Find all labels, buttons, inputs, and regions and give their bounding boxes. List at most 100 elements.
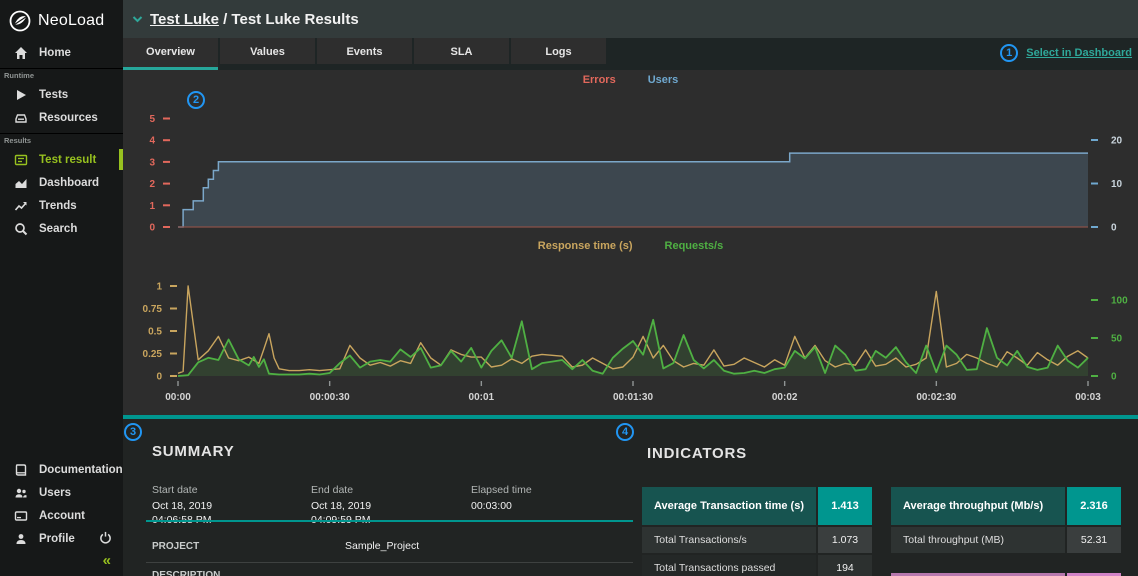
sidebar-item-resources[interactable]: Resources bbox=[0, 106, 123, 129]
callout-badge-3: 3 bbox=[124, 423, 142, 441]
brand-name: NeoLoad bbox=[38, 12, 105, 29]
trends-icon bbox=[14, 201, 27, 211]
indicator-header: Average throughput (Mb/s) bbox=[891, 487, 1065, 525]
svg-text:1: 1 bbox=[156, 282, 162, 293]
project-label: PROJECT bbox=[152, 541, 200, 552]
sidebar-item-tests[interactable]: Tests bbox=[0, 83, 123, 106]
sidebar-item-home[interactable]: Home bbox=[0, 41, 123, 64]
end-date-value-line1: Oct 18, 2019 bbox=[311, 500, 372, 512]
sidebar-item-label: Search bbox=[39, 222, 78, 235]
sidebar-item-label: Home bbox=[39, 46, 71, 59]
profile-icon bbox=[16, 533, 26, 544]
sidebar-item-account[interactable]: Account bbox=[0, 504, 123, 527]
indicator-card-throughput: Average throughput (Mb/s) 2.316 Total th… bbox=[891, 487, 1121, 553]
tab-logs[interactable]: Logs bbox=[511, 38, 606, 67]
section-divider-bar bbox=[123, 415, 1138, 419]
start-date-value-line1: Oct 18, 2019 bbox=[152, 500, 213, 512]
svg-text:00:02: 00:02 bbox=[772, 392, 798, 403]
indicator-header-value-partial bbox=[1067, 573, 1121, 576]
breadcrumb-bar: Test Luke / Test Luke Results bbox=[123, 0, 1138, 38]
indicator-row-label: Total throughput (MB) bbox=[891, 527, 1065, 553]
legend-item-response-time[interactable]: Response time (s) bbox=[537, 240, 633, 252]
svg-text:0.75: 0.75 bbox=[143, 304, 163, 315]
response-requests-chart[interactable]: Response time (s) Requests/s 1 0.75 0.5 0.2… bbox=[123, 240, 1138, 415]
tab-events[interactable]: Events bbox=[317, 38, 412, 67]
sidebar-item-documentation[interactable]: Documentation bbox=[0, 458, 123, 481]
chart2-legend: Response time (s) Requests/s bbox=[123, 240, 1138, 252]
indicator-row-label: Total Transactions passed bbox=[642, 555, 816, 576]
indicator-header: Average Transaction time (s) bbox=[642, 487, 816, 525]
summary-title: SUMMARY bbox=[152, 443, 235, 460]
users-errors-chart[interactable]: Errors Users 5 4 3 2 1 0 20 10 0 bbox=[123, 70, 1138, 240]
sidebar-item-test-result[interactable]: Test result bbox=[0, 148, 123, 171]
logout-power-button[interactable] bbox=[99, 531, 112, 547]
resources-icon bbox=[15, 113, 27, 123]
svg-text:4: 4 bbox=[149, 136, 155, 147]
svg-text:10: 10 bbox=[1111, 179, 1123, 190]
chart1-legend: Errors Users bbox=[123, 74, 1138, 86]
sidebar-item-label: Profile bbox=[39, 532, 75, 545]
sidebar-item-dashboard[interactable]: Dashboard bbox=[0, 171, 123, 194]
indicator-card-transaction-time: Average Transaction time (s) 1.413 Total… bbox=[642, 487, 872, 576]
start-date-label: Start date bbox=[152, 484, 198, 496]
sidebar-item-users[interactable]: Users bbox=[0, 481, 123, 504]
app-logo: NeoLoad bbox=[0, 0, 123, 41]
sidebar-item-profile[interactable]: Profile bbox=[0, 527, 123, 550]
svg-text:0: 0 bbox=[1111, 372, 1117, 383]
svg-text:00:02:30: 00:02:30 bbox=[916, 392, 956, 403]
svg-text:00:01:30: 00:01:30 bbox=[613, 392, 653, 403]
legend-item-errors[interactable]: Errors bbox=[582, 74, 616, 86]
chevron-down-icon[interactable] bbox=[132, 15, 143, 23]
summary-divider bbox=[146, 562, 633, 563]
end-date-label: End date bbox=[311, 484, 354, 496]
sidebar-item-label: Tests bbox=[39, 88, 69, 101]
svg-text:20: 20 bbox=[1111, 136, 1123, 147]
svg-text:0.25: 0.25 bbox=[143, 349, 163, 360]
elapsed-time-value: 00:03:00 bbox=[471, 500, 512, 512]
tab-bar: Overview Values Events SLA Logs bbox=[123, 38, 1138, 70]
breadcrumb: Test Luke / Test Luke Results bbox=[150, 11, 359, 28]
project-value: Sample_Project bbox=[345, 540, 420, 552]
bottom-panel: SUMMARY Start date Oct 18, 2019 04:06:58… bbox=[123, 419, 1138, 576]
svg-text:00:01: 00:01 bbox=[469, 392, 495, 403]
sidebar: NeoLoad Home Runtime Tests Resources Res… bbox=[0, 0, 123, 576]
collapse-sidebar-icon[interactable]: « bbox=[102, 552, 111, 569]
tab-values[interactable]: Values bbox=[220, 38, 315, 67]
summary-underline bbox=[146, 520, 633, 522]
sidebar-section-results: Results bbox=[0, 133, 123, 148]
description-label: DESCRIPTION bbox=[152, 570, 221, 576]
breadcrumb-test-link[interactable]: Test Luke bbox=[150, 10, 219, 28]
callout-badge-2: 2 bbox=[187, 91, 205, 109]
tab-sla[interactable]: SLA bbox=[414, 38, 509, 67]
callout-badge-4: 4 bbox=[616, 423, 634, 441]
callout-badge-1: 1 bbox=[1000, 44, 1019, 62]
select-in-dashboard-link[interactable]: Select in Dashboard bbox=[1026, 47, 1132, 59]
svg-text:0.5: 0.5 bbox=[148, 327, 162, 338]
search-icon bbox=[15, 222, 28, 235]
select-in-dashboard-row: 1 Select in Dashboard bbox=[1000, 44, 1132, 62]
account-icon bbox=[14, 510, 28, 521]
main-content: Test Luke / Test Luke Results Overview V… bbox=[123, 0, 1138, 576]
indicator-row-value: 1.073 bbox=[818, 527, 872, 553]
sidebar-item-label: Test result bbox=[39, 153, 97, 166]
legend-item-users[interactable]: Users bbox=[647, 74, 679, 86]
indicator-card-partial bbox=[891, 573, 1121, 576]
tab-overview[interactable]: Overview bbox=[123, 38, 218, 70]
svg-text:50: 50 bbox=[1111, 334, 1123, 345]
svg-text:0: 0 bbox=[149, 223, 155, 234]
test-result-icon bbox=[14, 154, 28, 165]
svg-text:00:03: 00:03 bbox=[1075, 392, 1101, 403]
sidebar-item-search[interactable]: Search bbox=[0, 217, 123, 240]
indicator-row-label: Total Transactions/s bbox=[642, 527, 816, 553]
indicator-header-value: 1.413 bbox=[818, 487, 872, 525]
power-icon bbox=[100, 531, 111, 544]
sidebar-collapse-row: « bbox=[0, 550, 123, 576]
active-item-indicator bbox=[119, 149, 123, 170]
sidebar-item-trends[interactable]: Trends bbox=[0, 194, 123, 217]
indicator-header-partial bbox=[891, 573, 1065, 576]
svg-text:5: 5 bbox=[149, 114, 155, 125]
legend-item-requests[interactable]: Requests/s bbox=[664, 240, 724, 252]
svg-text:3: 3 bbox=[149, 157, 155, 168]
